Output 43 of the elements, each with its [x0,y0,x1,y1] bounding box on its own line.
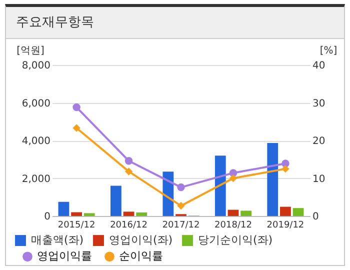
point [72,124,80,132]
y-tick-label: 0 [44,212,50,222]
y-tick-label: 8,000 [22,60,50,72]
y2-tick-label: 30 [312,98,326,110]
y-axis-title: [억원] [16,46,44,56]
bar [240,210,252,216]
y2-tick-label: 20 [312,136,326,147]
legend-label: 순이익률 [119,250,163,263]
legend-label: 매출액(좌) [31,234,84,247]
x-tick-label: 2017/12 [162,220,200,230]
point [229,174,238,182]
bar [280,206,291,216]
x-tick-label: 2018/12 [214,220,252,230]
bar [292,208,304,216]
y2-axis-title: [%] [320,46,338,56]
bar [84,213,95,216]
y2-tick-label: 10 [312,174,326,185]
legend-label: 당기순이익(좌) [198,234,273,247]
y-tick-label: 2,000 [22,174,50,185]
bar [123,212,134,216]
bar [214,156,226,216]
chart-title: 주요재무항목 [6,7,344,39]
bar [71,212,82,216]
x-tick-label: 2016/12 [110,220,148,230]
y2-tick-label: 0 [312,212,319,222]
point [124,168,133,176]
point [177,202,185,210]
x-tick-label: 2015/12 [58,220,96,230]
legend-label: 영업이익률 [37,250,92,263]
y2-tick-label: 40 [312,60,326,72]
x-tick-label: 2019/12 [266,220,304,230]
bar [228,210,239,216]
point [72,103,80,112]
bar [136,212,148,216]
bar [267,142,278,216]
bar [110,186,122,216]
point [177,183,185,192]
point [124,157,133,165]
bar [58,202,70,216]
point [282,164,290,173]
legend-label: 영업이익(좌) [109,234,173,247]
y-tick-label: 6,000 [22,98,50,110]
y-tick-label: 4,000 [22,136,50,147]
